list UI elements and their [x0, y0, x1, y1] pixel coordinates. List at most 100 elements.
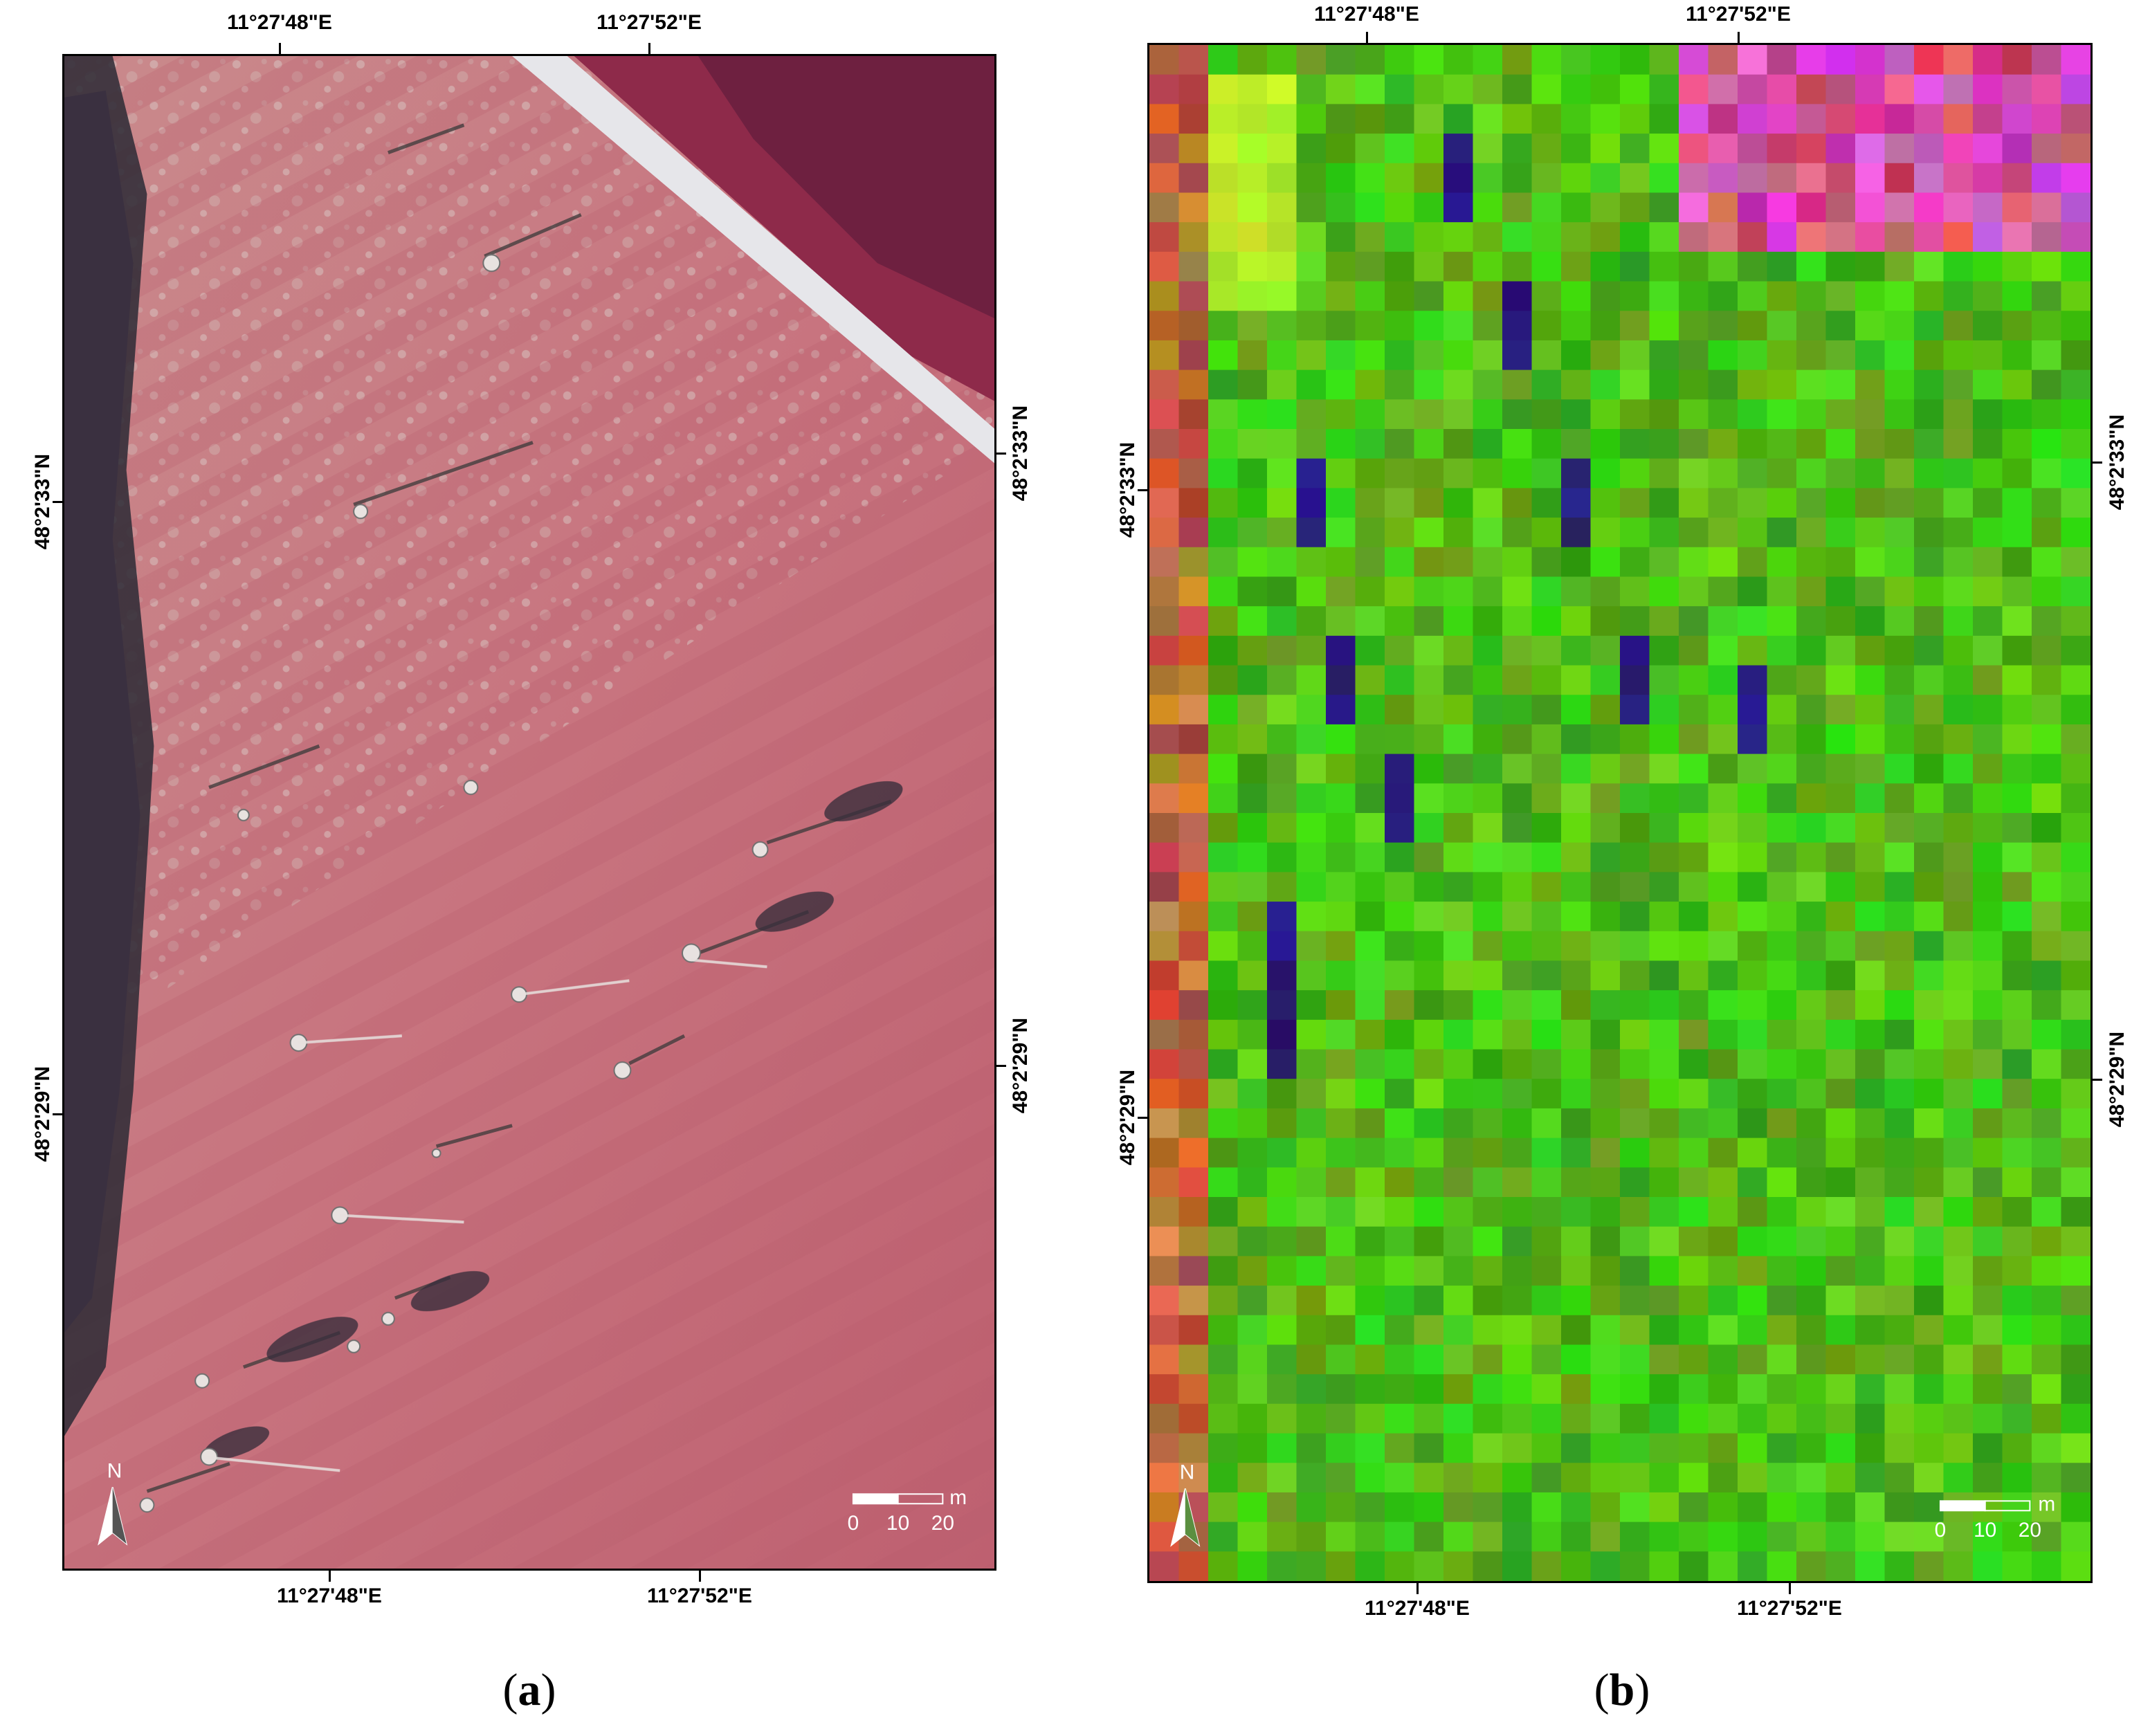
pixel-cell [1708, 753, 1738, 784]
pixel-cell [1620, 74, 1650, 104]
pixel-cell [1914, 724, 1944, 755]
pixel-cell [1531, 1049, 1562, 1079]
pixel-cell [1738, 1463, 1768, 1493]
panel-b-top-tick-1: 11°27'48"E [1314, 3, 1419, 26]
pixel-cell [1590, 134, 1621, 164]
pixel-cell [1296, 990, 1327, 1021]
pixel-cell [1502, 753, 1533, 784]
pixel-cell [1414, 635, 1444, 666]
pixel-cell [2061, 104, 2090, 134]
pixel-cell [1531, 960, 1562, 991]
pixel-cell [1796, 813, 1827, 843]
pixel-cell [1943, 665, 1974, 695]
pixel-cell [1296, 902, 1327, 932]
panel-b-bottom-tickmark-1 [1416, 1583, 1419, 1594]
pixel-cell [1679, 753, 1709, 784]
pixel-cell [1973, 576, 2003, 607]
pixel-cell [1149, 163, 1180, 194]
pixel-cell [1973, 1197, 2003, 1227]
pixel-cell [1767, 134, 1797, 164]
pixel-cell [2002, 134, 2032, 164]
pixel-cell [1267, 813, 1297, 843]
pixel-cell [1267, 518, 1297, 548]
pixel-cell [1679, 192, 1709, 223]
pixel-cell [1208, 518, 1239, 548]
pixel-cell [1825, 902, 1856, 932]
pixel-cell [1679, 399, 1709, 430]
pixel-cell [1590, 369, 1621, 400]
pixel-cell [1914, 222, 1944, 253]
pixel-cell [1414, 1315, 1444, 1346]
pixel-cell [1620, 576, 1650, 607]
pixel-cell [1355, 1315, 1385, 1346]
pixel-cell [1178, 1167, 1209, 1198]
pixel-cell [1326, 842, 1356, 872]
pixel-cell [1708, 369, 1738, 400]
pixel-cell [1796, 104, 1827, 134]
pixel-cell [1884, 458, 1915, 488]
pixel-cell [2002, 1049, 2032, 1079]
pixel-cell [1796, 1019, 1827, 1050]
pixel-cell [2002, 1492, 2032, 1523]
pixel-cell [1914, 104, 1944, 134]
pixel-cell [1237, 635, 1268, 666]
pixel-cell [1267, 1374, 1297, 1405]
pixel-cell [1884, 990, 1915, 1021]
pixel-cell [2061, 74, 2090, 104]
pixel-cell [1414, 1492, 1444, 1523]
pixel-cell [1355, 1374, 1385, 1405]
pixel-cell [2061, 1286, 2090, 1316]
pixel-cell [2061, 1079, 2090, 1109]
pixel-cell [1267, 134, 1297, 164]
pixel-cell [1326, 1374, 1356, 1405]
pixel-cell [1590, 606, 1621, 637]
pixel-cell [1473, 1079, 1503, 1109]
pixel-cell [1738, 1226, 1768, 1257]
pixel-cell [1443, 1079, 1474, 1109]
pixel-cell [1473, 488, 1503, 518]
pixel-cell [1973, 1256, 2003, 1286]
panel-a-bottom-tick-1: 11°27'48"E [277, 1584, 382, 1607]
pixel-cell [1502, 960, 1533, 991]
pixel-cell [1149, 281, 1180, 311]
pixel-cell [1943, 1049, 1974, 1079]
panel-b-left-tickmark-2 [1138, 1117, 1147, 1119]
pixel-cell [1208, 104, 1239, 134]
pixel-cell [2061, 1197, 2090, 1227]
pixel-cell [1767, 695, 1797, 725]
pixel-cell [1237, 1256, 1268, 1286]
pixel-cell [1738, 960, 1768, 991]
pixel-cell [2061, 842, 2090, 872]
pixel-cell [1708, 872, 1738, 902]
pixel-cell [1708, 1049, 1738, 1079]
pixel-cell [1620, 753, 1650, 784]
pixel-cell [1679, 488, 1709, 518]
pixel-cell [1267, 724, 1297, 755]
pixel-cell [1443, 1403, 1474, 1434]
pixel-cell [1149, 547, 1180, 578]
pixel-cell [1414, 163, 1444, 194]
pixel-cell [1326, 1522, 1356, 1552]
pixel-cell [1943, 872, 1974, 902]
pixel-cell [1855, 74, 1886, 104]
pixel-cell [1914, 547, 1944, 578]
pixel-cell [1590, 222, 1621, 253]
pixel-cell [1620, 547, 1650, 578]
panel-a-cir-image: N m 0 10 20 [62, 54, 996, 1571]
pixel-cell [1767, 45, 1797, 75]
pixel-cell [1620, 311, 1650, 341]
pixel-cell [1738, 990, 1768, 1021]
pixel-cell [1385, 753, 1415, 784]
pixel-cell [2002, 104, 2032, 134]
pixel-cell [1561, 1256, 1592, 1286]
pixel-cell [1884, 45, 1915, 75]
pixel-cell [1649, 606, 1679, 637]
pixel-cell [1767, 872, 1797, 902]
pixel-cell [1267, 222, 1297, 253]
pixel-cell [1355, 1286, 1385, 1316]
pixel-cell [1326, 104, 1356, 134]
pixel-cell [1973, 842, 2003, 872]
pixel-cell [1796, 1079, 1827, 1109]
pixel-cell [1590, 399, 1621, 430]
pixel-cell [1884, 635, 1915, 666]
